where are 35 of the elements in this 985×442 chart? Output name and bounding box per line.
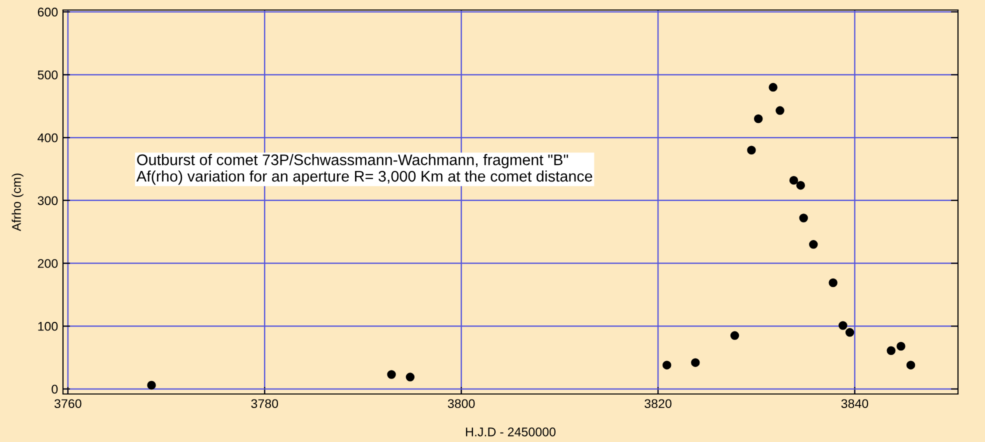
y-tick-label: 500 [38, 70, 58, 80]
point [906, 360, 916, 370]
point [896, 342, 906, 351]
x-tick-label: 3780 [251, 399, 278, 408]
x-tick-label: 3760 [54, 399, 82, 408]
y-tick-label: 200 [38, 259, 58, 268]
point [662, 360, 672, 370]
annotation: Outburst of comet 73P/Schwassmann-Wachmann, fragment "B" Af(rho) variation for an aperture R= 3,000 Km at the comet distance [136, 154, 592, 185]
point [886, 346, 896, 356]
point [796, 180, 806, 190]
point [387, 370, 396, 379]
y-tick-label: 400 [38, 133, 58, 142]
point [776, 106, 784, 115]
point [789, 176, 798, 185]
y-axis-title: Afrho (cm) [12, 174, 24, 232]
point [838, 321, 848, 330]
x-axis-title: H.J.D - 2450000 [466, 428, 556, 436]
point [754, 114, 763, 124]
y-tick-label: 100 [38, 322, 58, 331]
point [845, 328, 854, 337]
point [809, 240, 818, 249]
point [730, 331, 740, 340]
x-tick-label: 3800 [448, 399, 475, 408]
point [691, 358, 700, 367]
y-tick-label: 0 [52, 384, 58, 394]
x-tick-label: 3840 [841, 399, 868, 408]
y-tick-label: 600 [38, 8, 58, 17]
x-tick-label: 3820 [644, 399, 672, 408]
point [828, 278, 838, 288]
point [799, 214, 808, 222]
y-tick-label: 300 [38, 196, 58, 206]
point [406, 372, 415, 382]
point [147, 380, 156, 390]
point [768, 82, 778, 92]
point [747, 146, 756, 155]
